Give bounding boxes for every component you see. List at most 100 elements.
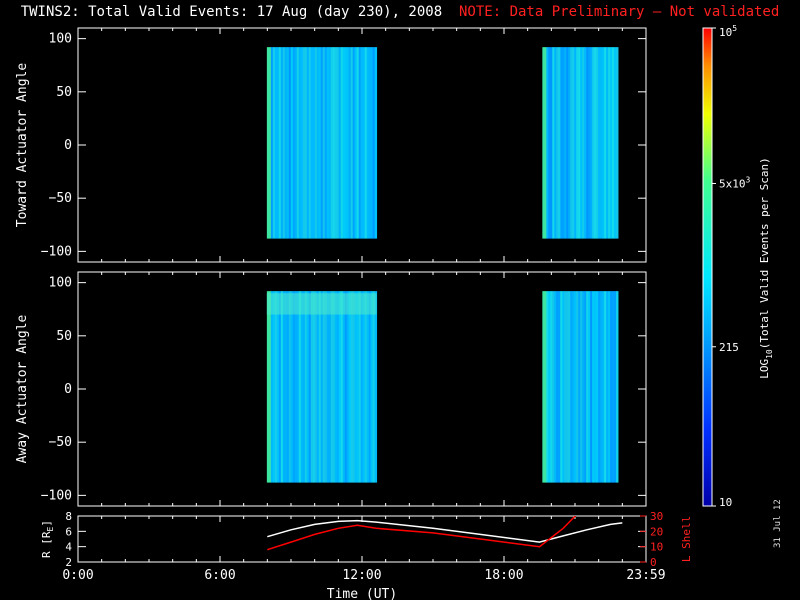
toward-block-1-column [372,47,376,239]
toward-block-1-column [356,47,360,239]
toward-block-2-column [604,47,607,239]
toward-block-2-column [572,47,575,239]
away-block-2-column [552,291,555,483]
away-block-2-column [542,291,545,483]
away-ylabel: Away Actuator Angle [15,314,30,463]
toward-ytick-label: 50 [56,85,72,100]
toward-block-1-column [336,47,340,239]
away-block-1-column [358,291,362,483]
toward-ytick-label: 0 [64,138,72,153]
toward-block-2-column [558,47,561,239]
colorbar-tick-label-sup: 5 [732,24,737,33]
toward-block-1-column [288,47,292,239]
orbit-xlabel: Time (UT) [327,587,397,600]
away-block-2-column [588,291,591,483]
away-block-1-column [354,291,358,483]
away-block-1-column [278,291,282,483]
colorbar-label-rest: (Total Valid Events per Scan) [758,157,771,349]
away-block-2-column [556,291,559,483]
toward-block-2-column [590,47,593,239]
away-block-2-column [600,291,603,483]
away-block-2-column [582,291,585,483]
away-block-1-column [300,291,304,483]
away-block-1-column [324,291,328,483]
toward-block-1-column [300,47,304,239]
away-block-1-column [344,291,348,483]
toward-block-1-column [370,47,374,239]
toward-ytick-label: −100 [41,244,72,259]
toward-block-2-column [586,47,589,239]
toward-ytick-label: 100 [49,32,72,47]
colorbar-label-main: LOG [758,359,771,379]
toward-block-2-column [602,47,605,239]
away-block-2-column [612,291,615,483]
away-ytick-label: −100 [41,488,72,503]
away-block-2-column [586,291,589,483]
toward-data-block-1 [266,47,378,239]
toward-block-2-column [612,47,615,239]
away-block-2-column [590,291,593,483]
orbit-xtick-label: 23:59 [626,568,665,583]
toward-block-1-column [320,47,324,239]
toward-block-1-column [304,47,308,239]
away-block-1-column [320,291,324,483]
away-block-1-column [282,291,286,483]
away-block-1-column [340,291,344,483]
colorbar-tick-label: 215 [719,341,739,354]
toward-block-1-column [352,47,356,239]
away-block-1-column [372,291,376,483]
colorbar-tick-label: 105 [719,24,737,39]
toward-block-1-column [272,47,276,239]
toward-block-1-column [306,47,310,239]
away-block-1-column [306,291,310,483]
toward-block-1-column [340,47,344,239]
toward-block-1-column [328,47,332,239]
toward-block-1-column [266,47,270,239]
toward-block-1-column [302,47,306,239]
toward-block-2-column [582,47,585,239]
toward-block-2-column [606,47,609,239]
away-block-1-column [314,291,318,483]
away-block-1-column [276,291,280,483]
toward-block-1-column [314,47,318,239]
away-block-2-column [584,291,587,483]
toward-block-1-column [342,47,346,239]
chart-title: TWINS2: Total Valid Events: 17 Aug (day … [0,4,800,20]
colorbar-tick-label-base: 10 [719,26,732,39]
toward-block-2-column [544,47,547,239]
away-block-1-column [304,291,308,483]
toward-block-1-column [368,47,372,239]
away-block-2-column [578,291,581,483]
away-block-1-column [316,291,320,483]
away-block-1-column [284,291,288,483]
orbit-ylabel: R [RE] [40,520,55,558]
toward-block-1-column [294,47,298,239]
toward-block-1-column [298,47,302,239]
away-block-1-column [274,291,278,483]
orbit-xtick-label: 12:00 [342,568,381,583]
away-block-1-column [336,291,340,483]
toward-block-1-column [286,47,290,239]
away-block-1-column [268,291,272,483]
orbit-y2tick-label: 0 [650,556,657,569]
toward-block-1-column [346,47,350,239]
away-block-2-column [562,291,565,483]
away-block-2-column [616,291,619,483]
toward-block-1-column [344,47,348,239]
away-ytick-label: 50 [56,329,72,344]
toward-block-1-column [364,47,368,239]
toward-block-2-column [570,47,573,239]
away-block-1-column [350,291,354,483]
away-block-2-column [558,291,561,483]
toward-block-1-column [296,47,300,239]
colorbar-label: LOG10(Total Valid Events per Scan) [758,157,774,379]
toward-block-1-column [324,47,328,239]
toward-block-1-column [308,47,312,239]
toward-block-1-column [332,47,336,239]
lshell-line [267,516,577,551]
away-block-2-column [564,291,567,483]
away-block-2-column [608,291,611,483]
away-block-2-column [546,291,549,483]
